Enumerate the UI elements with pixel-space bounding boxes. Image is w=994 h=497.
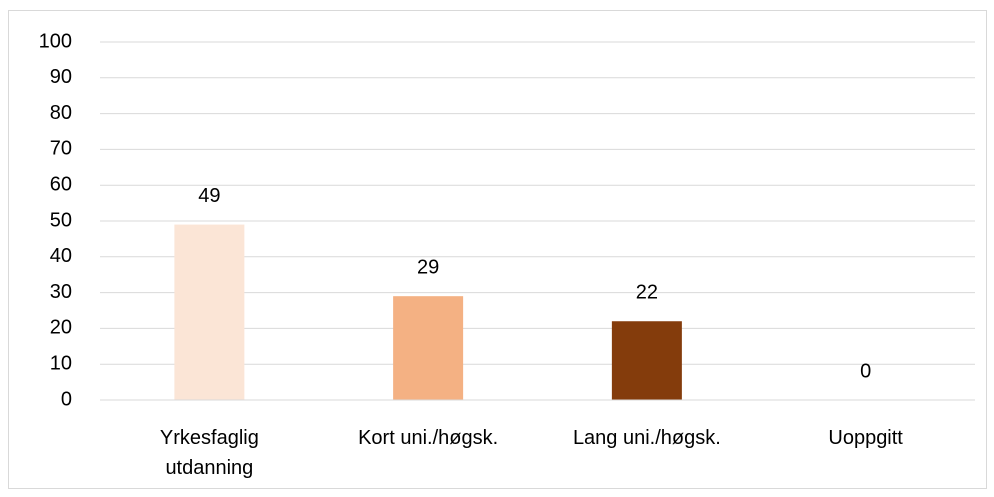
x-tick-label: Lang uni./høgsk.	[572, 427, 721, 449]
x-tick-label: Yrkesfaglig utdanning	[159, 427, 259, 479]
data-label: 0	[860, 360, 871, 382]
y-tick-label: 50	[50, 209, 72, 231]
y-tick-label: 90	[50, 66, 72, 88]
data-label: 49	[198, 185, 220, 207]
y-tick-label: 0	[61, 388, 72, 410]
y-tick-label: 10	[50, 352, 72, 374]
data-label: 29	[417, 256, 439, 278]
bar	[174, 224, 245, 400]
chart-frame	[8, 10, 987, 489]
y-tick-label: 40	[50, 245, 72, 267]
y-tick-label: 30	[50, 281, 72, 303]
bar	[393, 296, 464, 400]
y-tick-label: 100	[39, 30, 72, 52]
y-tick-label: 70	[50, 138, 72, 160]
y-tick-label: 20	[50, 317, 72, 339]
y-tick-label: 80	[50, 102, 72, 124]
data-label: 22	[636, 282, 658, 304]
x-tick-label: Uoppgitt	[828, 427, 903, 449]
x-tick-label: Kort uni./høgsk.	[358, 427, 499, 449]
bar	[611, 321, 682, 400]
y-tick-label: 60	[50, 173, 72, 195]
